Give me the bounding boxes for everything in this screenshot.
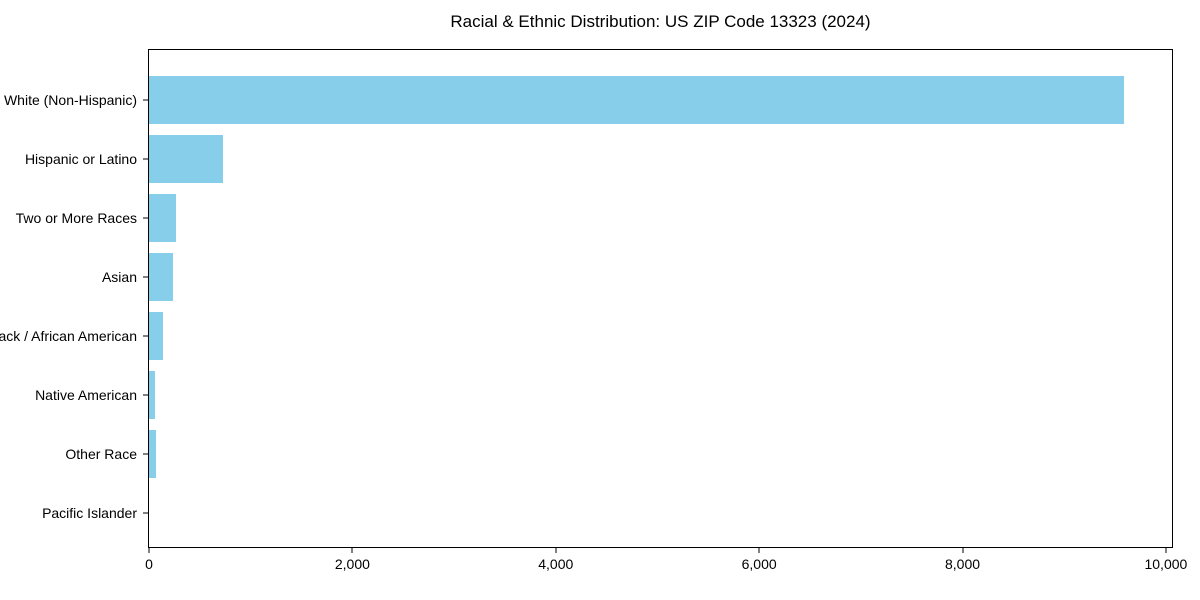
- y-tick-mark: [143, 453, 149, 455]
- bar-row: Hispanic or Latino: [25, 129, 1172, 188]
- y-tick-label: Two or More Races: [15, 209, 137, 226]
- plot-area: White (Non-Hispanic) Hispanic or Latino Tw…: [0, 49, 1187, 572]
- bar: [149, 252, 174, 301]
- y-tick-mark: [143, 335, 149, 337]
- x-tick-mark: [1165, 547, 1167, 553]
- x-tick-label: 6,000: [741, 556, 777, 572]
- y-tick-mark: [143, 99, 149, 101]
- y-tick-label: Hispanic or Latino: [24, 150, 137, 167]
- y-tick-label: Native American: [35, 387, 137, 404]
- x-tick-label: 2,000: [334, 556, 370, 572]
- x-tick-mark: [351, 547, 353, 553]
- y-tick-mark: [143, 158, 149, 160]
- bar-row: Asian: [102, 247, 1172, 306]
- x-tick-mark: [962, 547, 964, 553]
- bar: [149, 430, 157, 479]
- y-tick-mark: [143, 217, 149, 219]
- x-tick-label: 10,000: [1144, 556, 1188, 572]
- y-tick-mark: [143, 394, 149, 396]
- bar-row: White (Non-Hispanic): [4, 70, 1172, 129]
- y-tick-mark: [143, 512, 149, 514]
- y-tick-label: Asian: [101, 268, 137, 285]
- y-tick-mark: [143, 276, 149, 278]
- y-tick-label: Pacific Islander: [42, 505, 137, 522]
- bar: [149, 193, 176, 242]
- x-tick-mark: [758, 547, 760, 553]
- x-tick-label: 0: [145, 556, 153, 572]
- bar: [149, 312, 164, 361]
- bar: [149, 134, 224, 183]
- chart-title: Racial & Ethnic Distribution: US ZIP Cod…: [450, 12, 871, 31]
- y-tick-label: White (Non-Hispanic): [3, 91, 137, 108]
- bar-row: Native American: [35, 366, 1172, 425]
- x-axis: 0 2,000 4,000 6,000 8,000 10,000: [145, 547, 1187, 579]
- bar-row: Pacific Islander: [42, 484, 1172, 543]
- x-tick-mark: [148, 547, 150, 553]
- bars-container: White (Non-Hispanic) Hispanic or Latino Tw…: [0, 70, 1172, 543]
- x-tick-label: 8,000: [944, 556, 981, 572]
- bar-row: Black / African American: [0, 307, 1172, 366]
- y-tick-label: Other Race: [65, 446, 137, 463]
- bar-row: Other Race: [65, 425, 1172, 484]
- y-tick-label: Black / African American: [0, 328, 137, 345]
- x-tick-label: 4,000: [538, 556, 574, 572]
- x-tick-mark: [555, 547, 557, 553]
- bar-row: Two or More Races: [16, 188, 1172, 247]
- bar: [149, 75, 1125, 124]
- bar: [149, 371, 156, 420]
